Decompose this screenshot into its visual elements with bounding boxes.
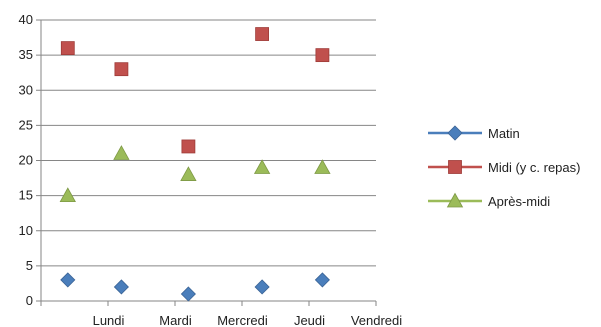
legend-label: Matin <box>488 126 520 141</box>
legend-marker-diamond <box>447 125 463 141</box>
y-tick-label: 5 <box>26 258 33 273</box>
y-tick-label: 35 <box>19 47 33 62</box>
data-point-diamond-mercredi <box>180 286 196 302</box>
y-tick-label: 25 <box>19 117 33 132</box>
y-tick-label: 0 <box>26 293 33 308</box>
data-point-triangle-lundi <box>59 187 76 203</box>
data-point-square-mercredi <box>181 139 196 154</box>
legend-label: Après-midi <box>488 194 550 209</box>
grid-layer <box>41 19 376 302</box>
marks-layer <box>59 27 331 302</box>
legend: Matin Midi (y c. repas) Après-midi <box>428 125 580 209</box>
data-point-triangle-mercredi <box>180 166 197 181</box>
y-tick-label: 30 <box>19 82 33 97</box>
data-point-diamond-jeudi <box>254 279 270 295</box>
data-point-square-jeudi <box>255 27 270 41</box>
x-tick-label: Vendredi <box>351 313 402 327</box>
y-tick-label: 10 <box>19 223 33 238</box>
x-tick-label: Jeudi <box>294 313 325 327</box>
axis-layer: 0 5 10 15 20 25 30 35 40 Lundi Mardi Mercredi Jeudi V… <box>19 12 403 327</box>
data-point-triangle-mardi <box>113 145 130 160</box>
data-point-diamond-vendredi <box>314 272 330 288</box>
x-tick-label: Mercredi <box>217 313 268 327</box>
x-tick-label: Lundi <box>93 313 125 327</box>
data-point-square-vendredi <box>315 48 330 63</box>
data-point-square-mardi <box>114 62 129 77</box>
legend-marker-square <box>448 160 462 174</box>
y-tick-label: 40 <box>19 12 33 27</box>
data-point-triangle-vendredi <box>314 159 331 174</box>
data-point-diamond-mardi <box>113 279 129 295</box>
y-tick-label: 20 <box>19 153 33 168</box>
data-point-triangle-jeudi <box>253 159 271 174</box>
data-point-diamond-lundi <box>60 272 76 288</box>
data-point-square-lundi <box>60 41 75 55</box>
y-tick-label: 15 <box>19 188 33 203</box>
legend-label: Midi (y c. repas) <box>488 160 580 175</box>
x-tick-label: Mardi <box>159 313 192 327</box>
legend-marker-triangle <box>446 192 464 208</box>
